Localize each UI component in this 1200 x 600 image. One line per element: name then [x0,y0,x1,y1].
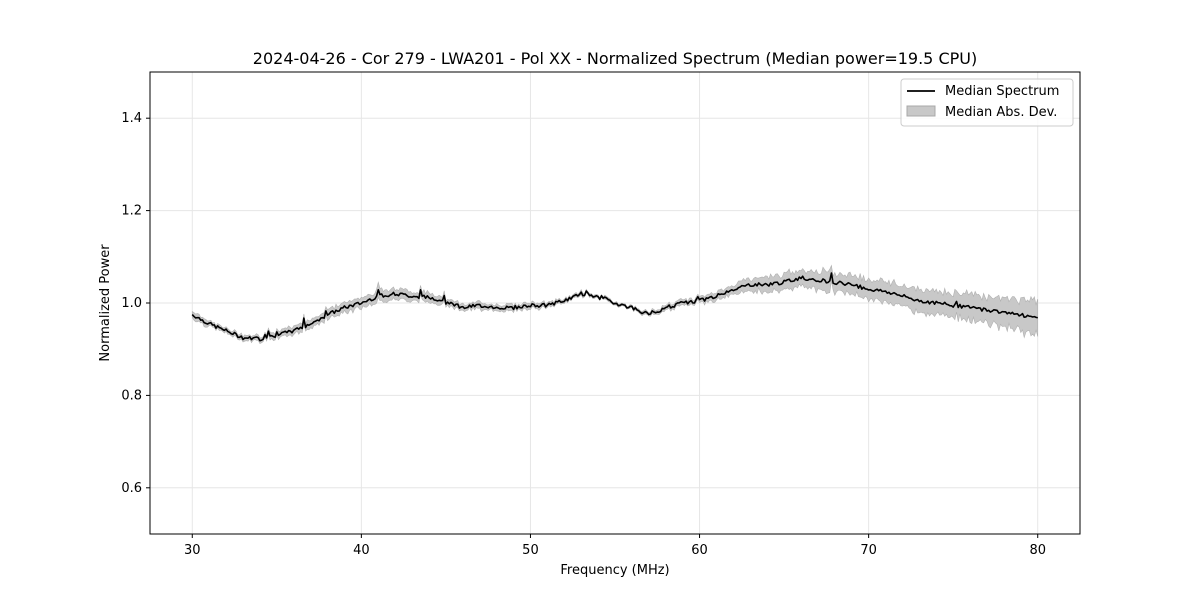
mad-band [191,264,1039,344]
x-tick-label: 60 [691,543,708,558]
x-axis-label: Frequency (MHz) [560,563,669,578]
legend-box [900,78,1074,127]
median-spectrum-line [191,272,1038,342]
legend: Median Spectrum Median Abs. Dev. [900,78,1074,127]
x-tick-label: 50 [522,543,539,558]
legend-entry-median-abs-dev: Median Abs. Dev. [945,105,1057,120]
y-tick-label: 1.2 [121,204,142,219]
mad-band-layer [191,264,1039,344]
x-tick-label: 40 [353,543,370,558]
x-tick-label: 70 [860,543,877,558]
x-tick-label: 30 [184,543,201,558]
legend-entry-median-spectrum: Median Spectrum [945,84,1059,99]
y-axis-label: Normalized Power [98,244,113,362]
legend-band-swatch [906,105,936,117]
chart-title: 2024-04-26 - Cor 279 - LWA201 - Pol XX -… [253,49,977,68]
y-tick-label: 0.6 [121,481,142,496]
median-line-layer [191,272,1038,342]
y-tick-label: 1.0 [121,296,142,311]
ticks: 30 40 50 60 70 80 0.6 0.8 1.0 1.2 1.4 [121,111,1046,558]
y-tick-label: 1.4 [121,111,142,126]
y-tick-label: 0.8 [121,388,142,403]
x-tick-label: 80 [1029,543,1046,558]
